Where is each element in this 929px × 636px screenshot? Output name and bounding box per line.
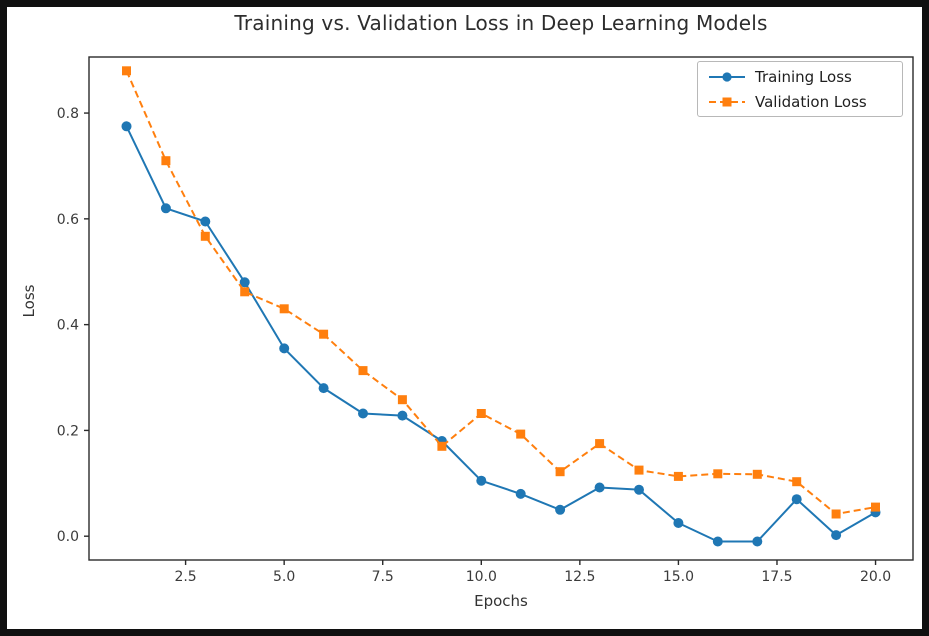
validation-loss-marker (792, 477, 802, 487)
legend-item-validation-loss: Validation Loss (708, 91, 892, 112)
training-loss-legend-marker (722, 71, 732, 82)
x-tick-label: 20.0 (860, 569, 891, 585)
x-tick-label: 2.5 (174, 569, 196, 585)
training-loss-marker (160, 203, 171, 214)
training-loss-marker (515, 488, 526, 499)
y-axis-label: Loss (20, 284, 38, 318)
training-loss-marker (673, 518, 684, 528)
plot-spines (88, 56, 914, 561)
training-loss-marker (712, 536, 723, 547)
validation-loss-line (125, 70, 876, 515)
validation-loss-marker (555, 467, 565, 477)
y-tick-label: 0.4 (57, 318, 79, 334)
training-loss-marker (791, 494, 802, 505)
training-loss-marker (358, 408, 368, 419)
y-tick-label: 0.8 (57, 106, 79, 122)
training-loss-marker (239, 277, 250, 288)
x-tick-label: 5.0 (273, 569, 295, 585)
x-tick-label: 12.5 (564, 569, 595, 585)
validation-loss-marker (516, 429, 526, 439)
validation-loss-marker (319, 329, 329, 339)
validation-loss-marker (476, 409, 486, 418)
x-tick-label: 10.0 (466, 569, 497, 585)
training-loss-marker (121, 121, 132, 132)
training-loss-line (125, 125, 876, 543)
x-axis-label: Epochs (474, 592, 528, 610)
training-loss-marker (200, 216, 211, 227)
training-loss-marker (594, 482, 605, 493)
training-loss-marker (634, 484, 644, 495)
y-tick-label: 0.6 (57, 212, 79, 228)
validation-loss-marker (200, 231, 210, 241)
legend-item-training-loss: Training Loss (708, 66, 892, 87)
validation-loss-marker (634, 465, 644, 475)
validation-loss-marker (752, 469, 762, 479)
validation-loss-marker (240, 287, 250, 297)
training-loss-legend-handle-icon (709, 71, 745, 82)
training-loss-marker (397, 410, 408, 421)
training-loss-marker (555, 504, 566, 515)
training-loss-marker (476, 475, 487, 486)
legend: Training Loss Validation Loss (697, 61, 903, 117)
validation-loss-marker (161, 156, 171, 166)
legend-label-validation-loss: Validation Loss (755, 92, 867, 111)
x-tick-label: 7.5 (372, 569, 394, 585)
validation-loss-marker (831, 509, 841, 519)
chart-title: Training vs. Validation Loss in Deep Lea… (234, 11, 768, 35)
legend-label-training-loss: Training Loss (755, 67, 852, 86)
validation-loss-marker (595, 439, 605, 449)
validation-loss-marker (437, 441, 447, 451)
training-loss-marker (318, 383, 329, 394)
y-tick-label: 0.0 (57, 529, 79, 545)
validation-loss-marker (673, 471, 683, 481)
training-loss-marker (279, 343, 290, 354)
validation-loss-legend-marker (722, 97, 732, 106)
validation-loss-marker (871, 502, 880, 512)
training-loss-marker (831, 530, 842, 541)
validation-loss-marker (713, 469, 723, 479)
validation-loss-marker (122, 66, 131, 76)
validation-loss-marker (358, 366, 368, 376)
validation-loss-legend-handle-icon (709, 97, 745, 106)
training-loss-marker (752, 536, 763, 547)
validation-loss-marker (279, 304, 289, 314)
x-tick-label: 15.0 (663, 569, 694, 585)
x-tick-label: 17.5 (761, 569, 792, 585)
y-tick-label: 0.2 (57, 423, 79, 439)
validation-loss-marker (397, 395, 407, 405)
